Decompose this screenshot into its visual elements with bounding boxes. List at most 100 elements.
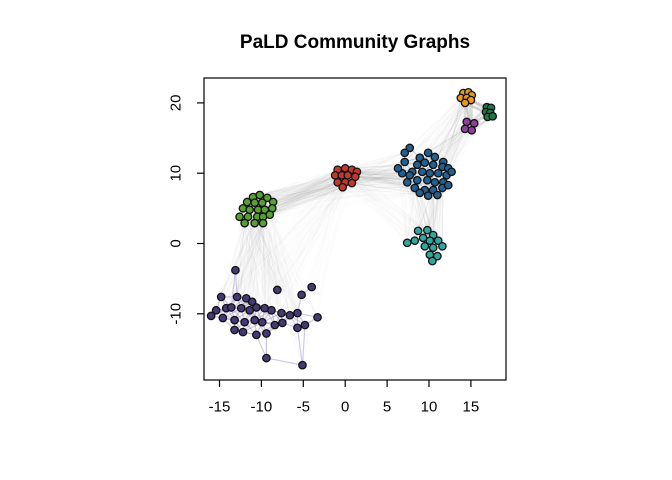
node-purple [231,265,240,275]
node-blue [405,143,415,153]
node-green [235,212,244,222]
node-purple [211,305,221,315]
node-purple [293,323,302,333]
node-purple [277,308,286,318]
node-purple [313,312,322,322]
node-purple [218,313,228,323]
node-blue [415,188,425,198]
x-tick-label: 5 [383,399,391,416]
x-tick-label: 0 [341,399,349,416]
node-blue [423,148,433,158]
node-purple [270,320,280,330]
node-blue [417,167,427,177]
node-blue [412,175,422,185]
node-red [347,178,357,188]
node-purple [297,290,306,300]
node-blue [433,190,442,200]
plot-box [203,77,507,381]
node-green [240,218,249,228]
node-blue [430,152,440,162]
node-green [250,198,260,208]
node-blue [447,167,456,177]
x-tick-label: -5 [297,399,310,416]
community-edge-purple [301,325,306,366]
node-teal [438,241,447,251]
node-darkgreen [488,111,498,121]
node-green [258,218,268,228]
y-tick-label: 0 [168,239,185,247]
node-purple [230,315,239,325]
node-purple [293,308,302,318]
node-blue [410,183,420,193]
node-purple [232,292,242,302]
node-purple [257,317,267,327]
node-purple [262,329,271,338]
node-purple [300,320,310,330]
community-edge-purple [296,327,304,366]
node-green [255,190,265,200]
node-teal [422,225,432,235]
node-magenta [462,117,472,127]
node-purple [267,305,276,315]
node-blue [420,158,430,168]
node-teal [402,238,412,248]
node-purple [252,330,261,340]
community-nodes [206,88,498,370]
node-blue [428,160,438,170]
node-blue [433,168,443,178]
node-orange [460,98,470,108]
node-teal [428,256,437,266]
node-red [343,170,353,180]
node-blue [400,157,410,167]
node-magenta [469,118,479,128]
community-edge-purple [230,270,237,308]
node-teal [413,226,423,236]
node-purple [277,318,287,328]
x-tick-label: -10 [251,399,273,416]
x-tick-label: 15 [463,399,480,416]
community-edge-purple [266,357,303,366]
node-purple [262,353,271,363]
plot-border [203,77,507,381]
node-red [338,182,348,192]
node-purple [236,303,246,313]
node-purple [250,315,260,325]
node-purple [307,282,317,292]
node-teal [428,243,438,253]
node-purple [252,303,261,312]
node-blue [400,148,410,158]
y-tick-label: 20 [168,95,185,112]
x-tick-label: -15 [209,399,231,416]
x-tick-label: 10 [421,399,438,416]
node-green [257,198,267,208]
node-teal [420,241,430,251]
node-green [250,218,260,228]
node-blue [393,163,403,173]
node-blue [405,170,415,180]
node-purple [240,317,249,327]
node-magenta [467,125,477,135]
node-purple [226,303,236,312]
node-green [262,193,272,203]
y-axis: -10 0 10 20 [168,95,204,325]
node-blue [430,177,440,187]
node-purple [216,292,226,302]
node-blue [443,180,453,190]
node-purple [206,311,216,321]
node-purple [230,325,239,335]
chart-title: PaLD Community Graphs [240,32,470,53]
y-tick-label: -10 [168,303,185,325]
node-blue [412,160,422,170]
node-purple [298,360,307,370]
node-purple [247,297,257,307]
y-tick-label: 10 [168,165,185,182]
node-blue [425,168,435,178]
node-teal [433,251,442,261]
node-purple [272,285,282,295]
node-teal [410,236,420,246]
x-axis: -15 -10 -5 0 5 10 15 [209,380,480,416]
node-purple [285,310,295,320]
node-purple [238,327,248,337]
